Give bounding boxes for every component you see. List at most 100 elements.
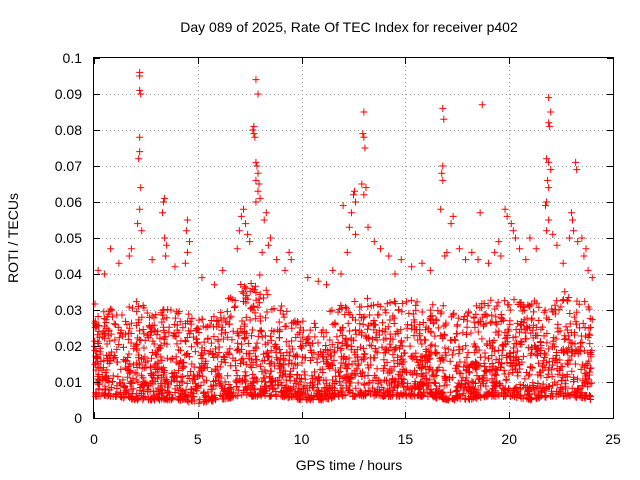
roti-point — [181, 351, 189, 359]
roti-point — [174, 395, 182, 403]
roti-point — [223, 308, 231, 316]
roti-point — [252, 198, 260, 206]
roti-point — [295, 395, 303, 403]
roti-point — [536, 368, 544, 376]
roti-point — [573, 347, 581, 355]
roti-point — [586, 348, 594, 356]
roti-point — [461, 358, 469, 366]
roti-point — [326, 336, 334, 344]
roti-point — [252, 76, 260, 84]
roti-point — [328, 393, 336, 401]
roti-point — [152, 387, 160, 395]
roti-point — [318, 352, 326, 360]
roti-point — [455, 245, 463, 253]
roti-point — [525, 370, 533, 378]
roti-point — [528, 343, 536, 351]
roti-point — [140, 364, 148, 372]
roti-point — [492, 371, 500, 379]
roti-point — [507, 362, 515, 370]
roti-point — [456, 346, 464, 354]
roti-point — [440, 356, 448, 364]
roti-point — [171, 321, 179, 329]
roti-point — [532, 384, 540, 392]
roti-point — [408, 321, 416, 329]
roti-point — [185, 353, 193, 361]
roti-point — [253, 339, 261, 347]
roti-point — [545, 383, 553, 391]
roti-point — [549, 230, 557, 238]
roti-point — [472, 302, 480, 310]
roti-point — [238, 340, 246, 348]
roti-point — [153, 331, 161, 339]
roti-point — [428, 341, 436, 349]
roti-point — [337, 381, 345, 389]
roti-point — [215, 321, 223, 329]
roti-point — [448, 351, 456, 359]
roti-point — [122, 386, 130, 394]
roti-point — [265, 360, 273, 368]
roti-point — [311, 333, 319, 341]
roti-point — [405, 309, 413, 317]
roti-point — [493, 320, 501, 328]
roti-point — [510, 296, 518, 304]
roti-point — [267, 367, 275, 375]
roti-point — [114, 373, 122, 381]
roti-point — [91, 360, 99, 368]
roti-point — [285, 360, 293, 368]
roti-point — [197, 381, 205, 389]
roti-point — [364, 302, 372, 310]
roti-point — [252, 158, 260, 166]
roti-point — [228, 393, 236, 401]
roti-point — [254, 187, 262, 195]
roti-point — [223, 394, 231, 402]
roti-point — [341, 303, 349, 311]
roti-point — [486, 365, 494, 373]
roti-point — [133, 321, 141, 329]
roti-point — [185, 310, 193, 318]
roti-point — [496, 380, 504, 388]
roti-point — [418, 340, 426, 348]
roti-point — [359, 130, 367, 138]
roti-point — [256, 271, 264, 279]
roti-point — [421, 363, 429, 371]
roti-point — [394, 359, 402, 367]
roti-point — [534, 331, 542, 339]
roti-point — [187, 367, 195, 375]
roti-point — [511, 234, 519, 242]
roti-point — [560, 335, 568, 343]
roti-point — [386, 316, 394, 324]
roti-point — [459, 391, 467, 399]
roti-point — [334, 308, 342, 316]
roti-point — [292, 320, 300, 328]
roti-point — [246, 238, 254, 246]
roti-point — [224, 390, 232, 398]
roti-point — [553, 358, 561, 366]
roti-point — [305, 333, 313, 341]
roti-point — [571, 360, 579, 368]
roti-point — [509, 366, 517, 374]
roti-point — [282, 383, 290, 391]
roti-point — [563, 371, 571, 379]
roti-point — [364, 371, 372, 379]
roti-point — [446, 357, 454, 365]
roti-point — [290, 392, 298, 400]
roti-point — [414, 358, 422, 366]
roti-point — [127, 319, 135, 327]
roti-point — [584, 375, 592, 383]
roti-point — [179, 324, 187, 332]
y-tick-label: 0.05 — [55, 230, 82, 246]
roti-point — [369, 320, 377, 328]
roti-point — [423, 358, 431, 366]
roti-point — [334, 389, 342, 397]
roti-point — [509, 334, 517, 342]
roti-point — [528, 314, 536, 322]
roti-point — [208, 368, 216, 376]
roti-point — [417, 370, 425, 378]
roti-point — [285, 393, 293, 401]
roti-point — [358, 356, 366, 364]
roti-point — [121, 317, 129, 325]
roti-point — [492, 328, 500, 336]
roti-point — [311, 375, 319, 383]
x-tick-label: 25 — [605, 431, 621, 447]
y-axis-title: ROTI / TECUs — [5, 193, 21, 283]
